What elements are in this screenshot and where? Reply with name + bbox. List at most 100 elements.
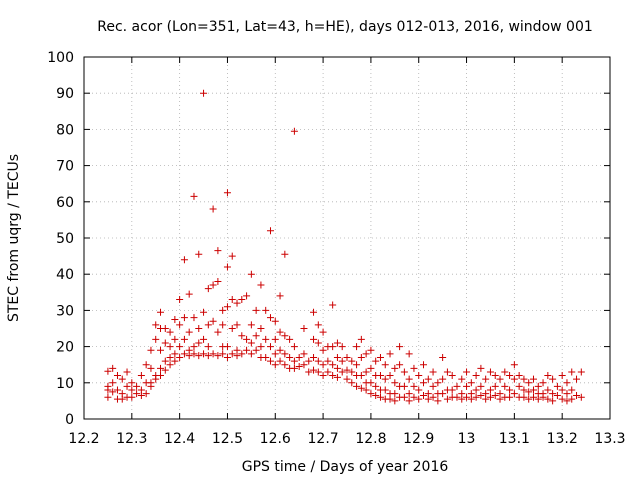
data-point bbox=[180, 256, 188, 264]
data-point bbox=[376, 353, 384, 361]
data-point bbox=[310, 366, 318, 374]
data-point bbox=[458, 375, 466, 383]
y-tick-label: 100 bbox=[47, 50, 74, 66]
data-point bbox=[200, 350, 208, 358]
data-point bbox=[209, 281, 217, 289]
data-point bbox=[281, 350, 289, 358]
data-point bbox=[577, 368, 585, 376]
data-point bbox=[539, 379, 547, 387]
y-tick-label: 70 bbox=[56, 159, 74, 175]
data-point bbox=[228, 252, 236, 260]
data-point bbox=[161, 366, 169, 374]
data-point bbox=[563, 397, 571, 405]
data-point bbox=[243, 346, 251, 354]
data-point bbox=[290, 364, 298, 372]
data-point bbox=[238, 350, 246, 358]
data-point bbox=[544, 386, 552, 394]
data-point bbox=[190, 192, 198, 200]
data-point bbox=[486, 368, 494, 376]
data-point bbox=[290, 357, 298, 365]
data-point bbox=[510, 375, 518, 383]
x-tick-label: 12.4 bbox=[164, 431, 195, 447]
data-point bbox=[204, 343, 212, 351]
data-point bbox=[257, 325, 265, 332]
grid-lines bbox=[84, 57, 610, 419]
data-point bbox=[219, 350, 227, 358]
data-point bbox=[214, 352, 222, 360]
data-point bbox=[415, 372, 423, 380]
data-point bbox=[300, 361, 308, 369]
data-point bbox=[520, 386, 528, 394]
data-point bbox=[243, 335, 251, 343]
data-point bbox=[223, 353, 231, 361]
data-point bbox=[276, 328, 284, 336]
data-point bbox=[238, 332, 246, 340]
data-point bbox=[223, 343, 231, 351]
data-point bbox=[137, 391, 145, 399]
data-point bbox=[266, 357, 274, 365]
data-point bbox=[439, 375, 447, 383]
y-tick-label: 50 bbox=[56, 231, 74, 247]
x-tick-label: 12.2 bbox=[68, 431, 99, 447]
data-point bbox=[300, 350, 308, 358]
data-point bbox=[333, 373, 341, 381]
data-point bbox=[410, 382, 418, 390]
data-point bbox=[549, 375, 557, 383]
data-point bbox=[357, 353, 365, 361]
data-point bbox=[233, 299, 241, 307]
data-point bbox=[353, 343, 361, 351]
data-point bbox=[563, 390, 571, 398]
data-point bbox=[439, 353, 447, 361]
data-point bbox=[472, 393, 480, 401]
data-point bbox=[491, 382, 499, 390]
data-point bbox=[525, 388, 533, 396]
y-tick-label: 0 bbox=[65, 412, 74, 428]
data-point bbox=[338, 357, 346, 365]
data-point bbox=[343, 353, 351, 361]
data-point bbox=[176, 353, 184, 361]
data-point bbox=[506, 372, 514, 380]
data-point bbox=[348, 379, 356, 387]
data-point bbox=[429, 382, 437, 390]
data-point bbox=[276, 357, 284, 365]
data-point bbox=[228, 325, 236, 332]
data-point bbox=[362, 350, 370, 358]
data-point bbox=[180, 350, 188, 358]
data-point bbox=[463, 382, 471, 390]
data-point bbox=[147, 382, 155, 390]
data-point bbox=[157, 372, 165, 380]
data-point bbox=[314, 357, 322, 365]
data-point bbox=[276, 292, 284, 300]
data-point bbox=[219, 321, 227, 329]
data-point bbox=[209, 350, 217, 358]
data-point bbox=[439, 390, 447, 398]
data-point bbox=[214, 277, 222, 285]
data-point bbox=[415, 395, 423, 403]
data-point bbox=[195, 339, 203, 347]
data-point bbox=[424, 375, 432, 383]
data-point bbox=[271, 335, 279, 343]
data-point bbox=[506, 386, 514, 394]
data-point bbox=[501, 368, 509, 376]
data-point bbox=[109, 364, 117, 372]
data-point bbox=[233, 352, 241, 360]
data-point bbox=[381, 361, 389, 369]
data-point bbox=[391, 397, 399, 405]
data-point bbox=[329, 343, 337, 351]
data-point bbox=[338, 343, 346, 351]
data-point bbox=[195, 325, 203, 332]
data-point bbox=[176, 321, 184, 329]
data-point bbox=[372, 382, 380, 390]
data-point bbox=[247, 339, 255, 347]
y-axis-label: STEC from uqrg / TECUs bbox=[6, 154, 22, 322]
data-point bbox=[405, 375, 413, 383]
data-point bbox=[171, 357, 179, 365]
x-tick-label: 13.1 bbox=[499, 431, 530, 447]
data-point bbox=[166, 343, 174, 351]
data-point bbox=[310, 335, 318, 343]
data-point bbox=[133, 382, 141, 390]
data-point bbox=[396, 361, 404, 369]
data-point bbox=[405, 350, 413, 358]
data-point bbox=[357, 372, 365, 380]
